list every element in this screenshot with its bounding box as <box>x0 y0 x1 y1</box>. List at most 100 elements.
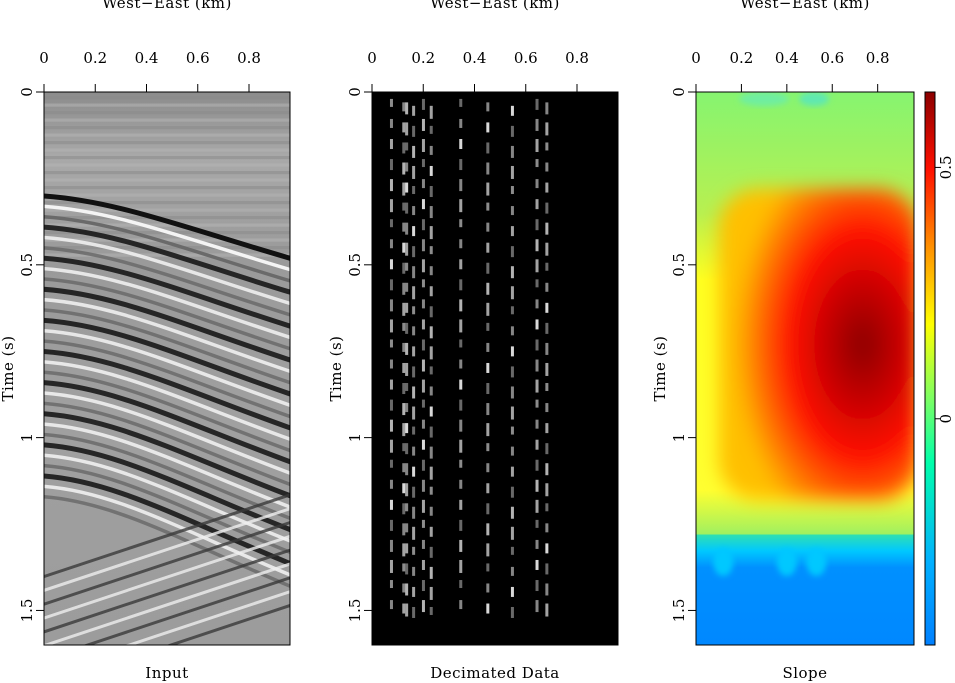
trace-sample <box>421 239 425 252</box>
trace-sample <box>412 466 416 477</box>
trace-sample <box>459 339 463 348</box>
trace-sample <box>389 279 393 291</box>
trace-sample <box>535 580 539 592</box>
trace-sample <box>421 499 425 513</box>
trace-sample <box>412 546 416 555</box>
panel-title: Slope <box>782 664 827 682</box>
trace-sample <box>412 286 416 300</box>
trace-sample <box>412 586 416 597</box>
trace-sample <box>412 165 416 179</box>
trace-sample <box>510 266 514 279</box>
flat-reflector <box>44 186 290 190</box>
trace-sample <box>405 503 409 512</box>
reflector <box>44 246 290 317</box>
trace-sample <box>486 583 490 593</box>
trace-sample <box>402 202 406 211</box>
trace-sample <box>486 262 490 274</box>
trace-sample <box>412 226 416 237</box>
trace-sample <box>405 483 409 497</box>
trace-sample <box>510 286 514 300</box>
trace-sample <box>429 546 433 558</box>
trace-sample <box>389 459 393 468</box>
reflector <box>44 360 290 441</box>
panel-title: Input <box>145 664 188 682</box>
trace-sample <box>545 503 549 512</box>
reflector <box>44 266 290 340</box>
trace-sample <box>405 523 409 533</box>
reflector <box>44 329 290 408</box>
decimated-frame <box>371 91 619 646</box>
trace-sample <box>486 383 490 395</box>
trace-sample <box>412 426 416 435</box>
trace-sample <box>412 446 416 456</box>
trace-sample <box>405 543 409 554</box>
trace-sample <box>389 379 393 390</box>
trace-sample <box>402 302 406 316</box>
trace-sample <box>421 199 425 210</box>
x-tick-label: 0.2 <box>411 49 435 67</box>
trace-sample <box>545 583 549 596</box>
trace-sample <box>389 479 393 489</box>
reflector <box>44 204 290 272</box>
trace-sample <box>486 162 490 175</box>
dipping-event <box>82 576 290 645</box>
trace-sample <box>429 105 433 119</box>
trace-sample <box>486 302 490 316</box>
trace-sample <box>405 403 409 413</box>
flat-reflector <box>44 171 290 175</box>
x-tick-label: 0.6 <box>514 49 538 67</box>
y-axis-label: Time (s) <box>327 335 345 401</box>
trace-sample <box>459 159 463 171</box>
decimated-image <box>372 92 618 645</box>
trace-sample <box>402 122 406 133</box>
trace-sample <box>459 379 463 390</box>
reflector <box>44 308 290 385</box>
trace-sample <box>412 386 416 399</box>
trace-sample <box>429 586 433 600</box>
reflector <box>44 255 290 329</box>
reflector <box>44 297 290 374</box>
trace-sample <box>421 139 425 153</box>
decimated-background <box>372 92 618 645</box>
trace-sample <box>402 222 406 232</box>
trace-sample <box>421 179 425 189</box>
trace-sample <box>486 523 490 536</box>
trace-sample <box>412 105 416 116</box>
y-tick-label: 0 <box>670 87 688 97</box>
trace-sample <box>510 566 514 576</box>
trace-sample <box>429 466 433 480</box>
x-axis-label: West−East (km) <box>102 0 232 12</box>
trace-sample <box>389 519 393 531</box>
trace-sample <box>486 282 490 295</box>
reflector <box>44 215 290 283</box>
slope-panel: 0 0.2 0.4 0.6 0.8 0 0.5 1 1.5 West−East (km) Time … <box>651 0 915 682</box>
trace-sample <box>510 226 514 237</box>
trace-sample <box>429 406 433 417</box>
trace-sample <box>402 563 406 572</box>
trace-sample <box>389 139 393 150</box>
flat-reflector <box>44 246 290 250</box>
trace-sample <box>412 346 416 357</box>
trace-sample <box>459 98 463 107</box>
trace-sample <box>421 359 425 372</box>
trace-sample <box>405 122 409 136</box>
slope-bump <box>806 548 827 577</box>
trace-sample <box>405 362 409 376</box>
trace-sample <box>510 426 514 435</box>
trace-sample <box>545 463 549 476</box>
trace-sample <box>402 583 406 593</box>
trace-sample <box>421 539 425 549</box>
trace-sample <box>412 506 416 519</box>
trace-sample <box>545 362 549 376</box>
trace-sample <box>510 105 514 116</box>
flat-reflector <box>44 148 290 152</box>
trace-sample <box>389 359 393 369</box>
dipping-event <box>124 590 290 645</box>
trace-sample <box>510 186 514 195</box>
trace-sample <box>389 499 393 510</box>
trace-sample <box>459 239 463 249</box>
trace-sample <box>389 439 393 453</box>
trace-sample <box>510 346 514 357</box>
trace-sample <box>429 486 433 495</box>
trace-sample <box>510 606 514 618</box>
